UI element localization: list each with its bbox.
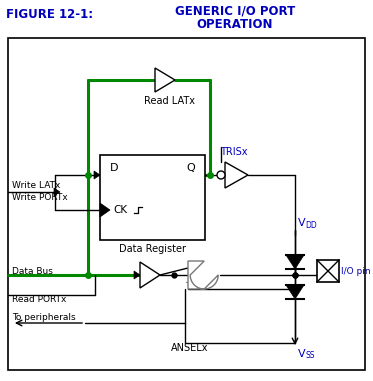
Text: GENERIC I/O PORT: GENERIC I/O PORT [175, 5, 295, 18]
Text: Read LATx: Read LATx [144, 96, 195, 106]
Text: I/O pin: I/O pin [341, 266, 371, 275]
Polygon shape [286, 285, 304, 299]
Text: DD: DD [305, 221, 317, 230]
Text: V: V [298, 218, 305, 228]
Polygon shape [54, 188, 60, 196]
Polygon shape [225, 162, 248, 188]
Bar [100, 155, 205, 240]
Text: Data Register: Data Register [119, 244, 186, 254]
Polygon shape [134, 271, 140, 279]
Text: FIGURE 12-1:: FIGURE 12-1: [6, 8, 93, 21]
Polygon shape [155, 68, 175, 92]
Circle shape [217, 171, 225, 179]
Text: Write PORTx: Write PORTx [12, 194, 68, 202]
Text: CK: CK [113, 205, 127, 215]
Text: Write LATx: Write LATx [12, 181, 60, 189]
Text: ANSELx: ANSELx [171, 343, 209, 353]
Text: Q: Q [186, 163, 195, 173]
Text: TRISx: TRISx [220, 147, 248, 157]
Text: V: V [298, 349, 305, 359]
Polygon shape [188, 261, 218, 289]
Text: Read PORTx: Read PORTx [12, 296, 66, 304]
Text: Data Bus: Data Bus [12, 267, 53, 277]
Polygon shape [286, 255, 304, 269]
Text: D: D [110, 163, 118, 173]
Polygon shape [94, 171, 100, 179]
Text: SS: SS [305, 351, 314, 360]
Text: To peripherals: To peripherals [12, 314, 76, 322]
Bar [8, 38, 365, 370]
Polygon shape [100, 203, 110, 217]
Polygon shape [140, 262, 160, 288]
Text: OPERATION: OPERATION [197, 18, 273, 31]
Bar [317, 260, 339, 282]
